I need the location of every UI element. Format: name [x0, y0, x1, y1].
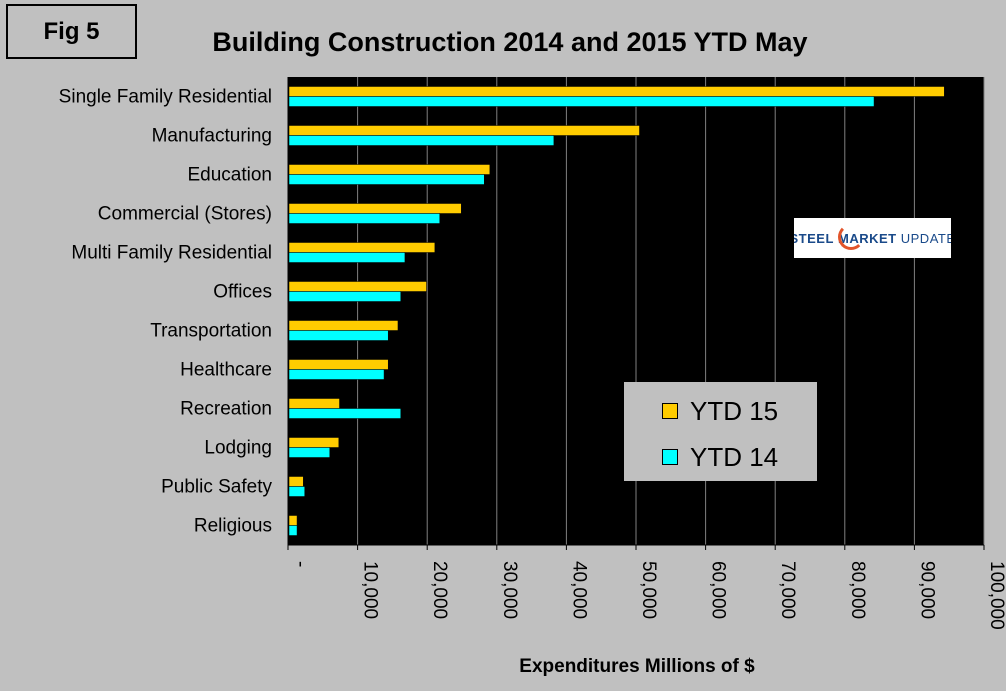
bar-ytd-14: [288, 135, 555, 146]
legend-label-ytd14: YTD 14: [690, 441, 779, 472]
category-label: Manufacturing: [152, 126, 272, 147]
x-tick-label: 10,000: [360, 561, 381, 619]
x-tick-label: 60,000: [708, 561, 729, 619]
logo-word-steel: STEEL: [794, 230, 834, 246]
category-label: Offices: [213, 282, 272, 303]
bar-ytd-14: [288, 486, 305, 497]
bar-ytd-15: [288, 359, 389, 370]
legend-swatch-ytd14: [662, 449, 678, 465]
x-tick-label: 40,000: [568, 561, 589, 619]
bar-ytd-15: [288, 164, 491, 175]
x-tick-label: -: [290, 561, 311, 567]
bar-ytd-15: [288, 125, 640, 136]
bar-ytd-14: [288, 96, 875, 107]
legend-swatch-ytd15: [662, 403, 678, 419]
bar-ytd-14: [288, 213, 440, 224]
logo-swoosh-icon: [838, 224, 864, 250]
steel-market-update-logo: STEEL MARKET UPDATE: [794, 218, 951, 258]
category-label: Single Family Residential: [59, 87, 272, 108]
bar-ytd-14: [288, 447, 331, 458]
bar-ytd-15: [288, 476, 304, 487]
chart-title: Building Construction 2014 and 2015 YTD …: [212, 27, 808, 57]
category-label: Healthcare: [180, 360, 272, 381]
bar-ytd-14: [288, 174, 485, 185]
x-tick-label: 90,000: [916, 561, 937, 619]
x-axis-label: Expenditures Millions of $: [519, 656, 755, 677]
bar-ytd-15: [288, 86, 945, 97]
x-tick-label: 50,000: [638, 561, 659, 619]
x-tick-label: 70,000: [777, 561, 798, 619]
bar-ytd-15: [288, 515, 298, 526]
bar-ytd-14: [288, 252, 406, 263]
x-tick-label: 80,000: [847, 561, 868, 619]
chart-legend: YTD 15 YTD 14: [624, 382, 817, 481]
category-label: Commercial (Stores): [98, 204, 272, 225]
logo-word-update: UPDATE: [900, 230, 951, 246]
legend-item-ytd15: YTD 15: [662, 395, 778, 427]
category-label: Transportation: [150, 321, 272, 342]
bar-ytd-14: [288, 525, 298, 536]
bar-ytd-15: [288, 398, 340, 409]
bar-ytd-14: [288, 291, 402, 302]
category-label: Multi Family Residential: [71, 243, 272, 264]
bar-ytd-14: [288, 330, 389, 341]
figure-label: Fig 5: [6, 4, 137, 59]
bar-ytd-14: [288, 369, 385, 380]
category-label: Recreation: [180, 399, 272, 420]
legend-label-ytd15: YTD 15: [690, 395, 779, 426]
x-tick-label: 20,000: [429, 561, 450, 619]
x-tick-label: 30,000: [499, 561, 520, 619]
bar-ytd-15: [288, 203, 462, 214]
bar-ytd-15: [288, 437, 340, 448]
x-tick-label: 100,000: [986, 561, 1006, 630]
legend-item-ytd14: YTD 14: [662, 441, 778, 473]
category-label: Education: [187, 165, 272, 186]
bar-ytd-15: [288, 320, 399, 331]
bar-ytd-15: [288, 242, 436, 253]
bar-ytd-14: [288, 408, 402, 419]
category-label: Religious: [194, 516, 272, 537]
bar-ytd-15: [288, 281, 427, 292]
category-label: Lodging: [204, 438, 272, 459]
category-label: Public Safety: [161, 477, 272, 498]
